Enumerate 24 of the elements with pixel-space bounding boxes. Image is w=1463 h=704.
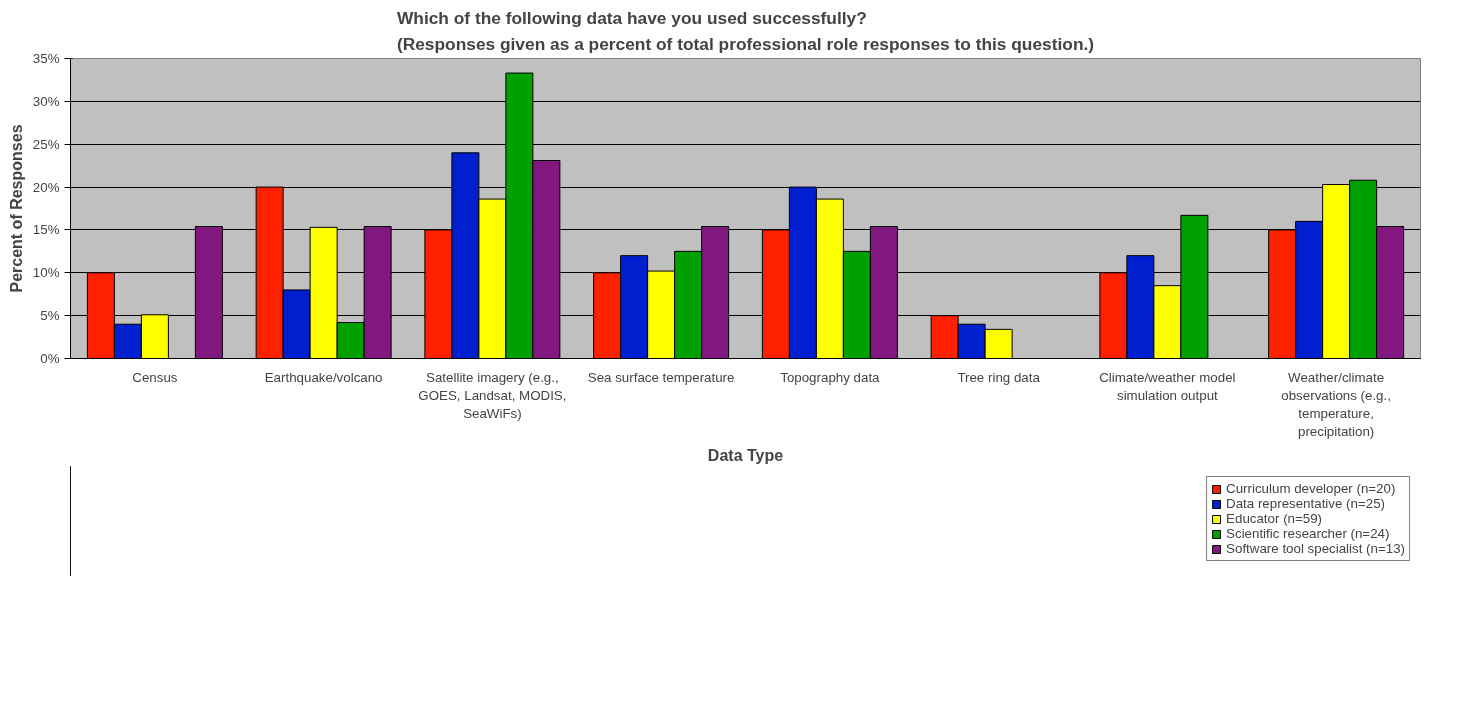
x-tick-label: Weather/climate observations (e.g., temperature, precipitation) xyxy=(1281,369,1391,439)
y-tick-label: 0% xyxy=(40,351,60,366)
legend-label: Software tool specialist (n=13) xyxy=(1226,541,1405,556)
y-axis-title: Percent of Responses xyxy=(7,124,25,293)
y-tick-label: 20% xyxy=(32,179,60,195)
legend-label: Educator (n=59) xyxy=(1226,511,1323,526)
x-tick-label: Census xyxy=(132,369,178,385)
x-tick-label: Topography data xyxy=(780,369,881,385)
x-tick-label: Climate/weather model simulation output xyxy=(1099,369,1236,403)
x-axis-title: Data Type xyxy=(707,446,784,464)
legend-label: Curriculum developer (n=20) xyxy=(1226,481,1396,496)
y-tick-label: 5% xyxy=(40,308,60,324)
y-tick-label: 15% xyxy=(32,222,60,238)
chart-title: Which of the following data have you used successfully? (Responses given as a percent of total professional role responses to this question.) xyxy=(396,7,1095,54)
x-tick-label: Sea surface temperature xyxy=(587,369,735,385)
y-tick-label: 30% xyxy=(32,93,60,109)
x-tick-label: Earthquake/volcano xyxy=(264,369,383,385)
legend-label: Data representative (n=25) xyxy=(1226,496,1385,511)
y-tick-label: 25% xyxy=(32,136,60,152)
legend-label: Scientific researcher (n=24) xyxy=(1226,526,1390,541)
y-tick-label: 35% xyxy=(32,51,60,66)
x-tick-label: Tree ring data xyxy=(957,369,1041,385)
y-tick-label: 10% xyxy=(32,265,60,281)
x-tick-label: Satellite imagery (e.g., GOES, Landsat, MODIS, SeaWiFs) xyxy=(418,369,567,421)
